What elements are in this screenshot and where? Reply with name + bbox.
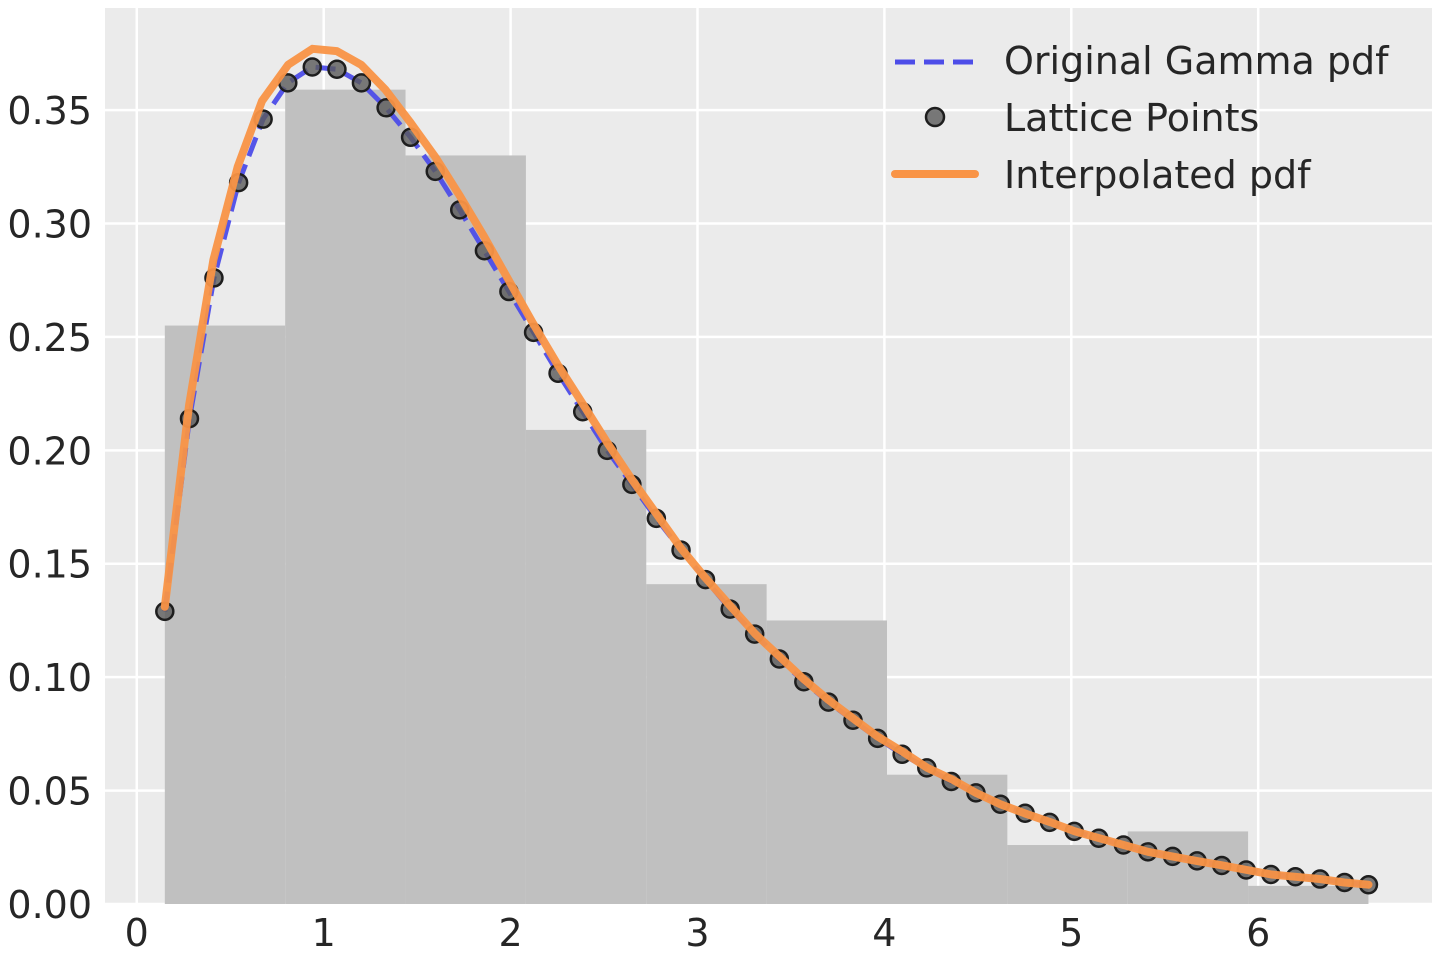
x-tick-label: 5	[1059, 911, 1083, 955]
lattice-point	[351, 73, 372, 93]
y-tick-label: 0.20	[7, 429, 92, 473]
y-tick-label: 0.05	[7, 770, 92, 814]
x-tick-label: 0	[125, 911, 149, 955]
lattice-point	[327, 59, 347, 79]
histogram-bar	[285, 89, 406, 904]
y-tick-label: 0.15	[7, 543, 92, 587]
legend-gamma-label: Original Gamma pdf	[1004, 39, 1390, 83]
interpolated-pdf-line	[160, 44, 1373, 889]
x-tick-label: 2	[498, 911, 522, 955]
x-tick-label: 1	[312, 911, 336, 955]
x-tick-label: 6	[1246, 911, 1270, 955]
histogram-bar	[405, 155, 526, 904]
histogram-bar	[1248, 885, 1369, 904]
legend-lattice-swatch	[924, 106, 946, 128]
histogram-bar	[886, 774, 1008, 904]
lattice-point	[302, 57, 323, 77]
x-tick-label: 4	[872, 911, 896, 955]
lattice-markers	[155, 44, 1379, 895]
histogram-bar	[1007, 845, 1128, 904]
y-tick-label: 0.00	[7, 883, 92, 927]
y-tick-label: 0.35	[7, 89, 92, 133]
legend-interpolated-label: Interpolated pdf	[1004, 153, 1312, 197]
x-tick-labels: 0 1 2 3 4 5 6	[125, 911, 1271, 955]
y-tick-label: 0.25	[7, 316, 92, 360]
legend-lattice-label: Lattice Points	[1004, 96, 1259, 140]
y-tick-labels: 0.00 0.05 0.10 0.15 0.20 0.25 0.30 0.35	[7, 89, 92, 927]
y-tick-label: 0.10	[7, 656, 92, 700]
legend: Original Gamma pdf Lattice Points Interp…	[891, 39, 1390, 197]
x-tick-label: 3	[685, 911, 709, 955]
histogram-bar	[525, 429, 647, 904]
y-tick-label: 0.30	[7, 202, 92, 246]
